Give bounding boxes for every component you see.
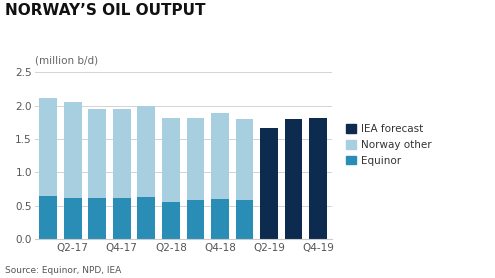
Text: NORWAY’S OIL OUTPUT: NORWAY’S OIL OUTPUT (5, 3, 205, 18)
Bar (162, 202, 180, 239)
Bar (187, 200, 204, 239)
Bar (89, 198, 106, 239)
Bar (64, 102, 82, 198)
Legend: IEA forecast, Norway other, Equinor: IEA forecast, Norway other, Equinor (346, 124, 432, 166)
Bar (236, 119, 253, 200)
Bar (309, 118, 327, 239)
Bar (113, 109, 131, 198)
Bar (113, 198, 131, 239)
Bar (236, 200, 253, 239)
Bar (89, 109, 106, 198)
Bar (285, 119, 302, 239)
Bar (162, 118, 180, 202)
Bar (211, 199, 229, 239)
Bar (260, 128, 278, 239)
Bar (39, 196, 57, 239)
Bar (138, 106, 155, 197)
Bar (187, 118, 204, 200)
Text: (million b/d): (million b/d) (35, 56, 98, 66)
Bar (39, 98, 57, 196)
Bar (64, 198, 82, 239)
Text: Source: Equinor, NPD, IEA: Source: Equinor, NPD, IEA (5, 266, 121, 275)
Bar (138, 197, 155, 239)
Bar (211, 113, 229, 199)
